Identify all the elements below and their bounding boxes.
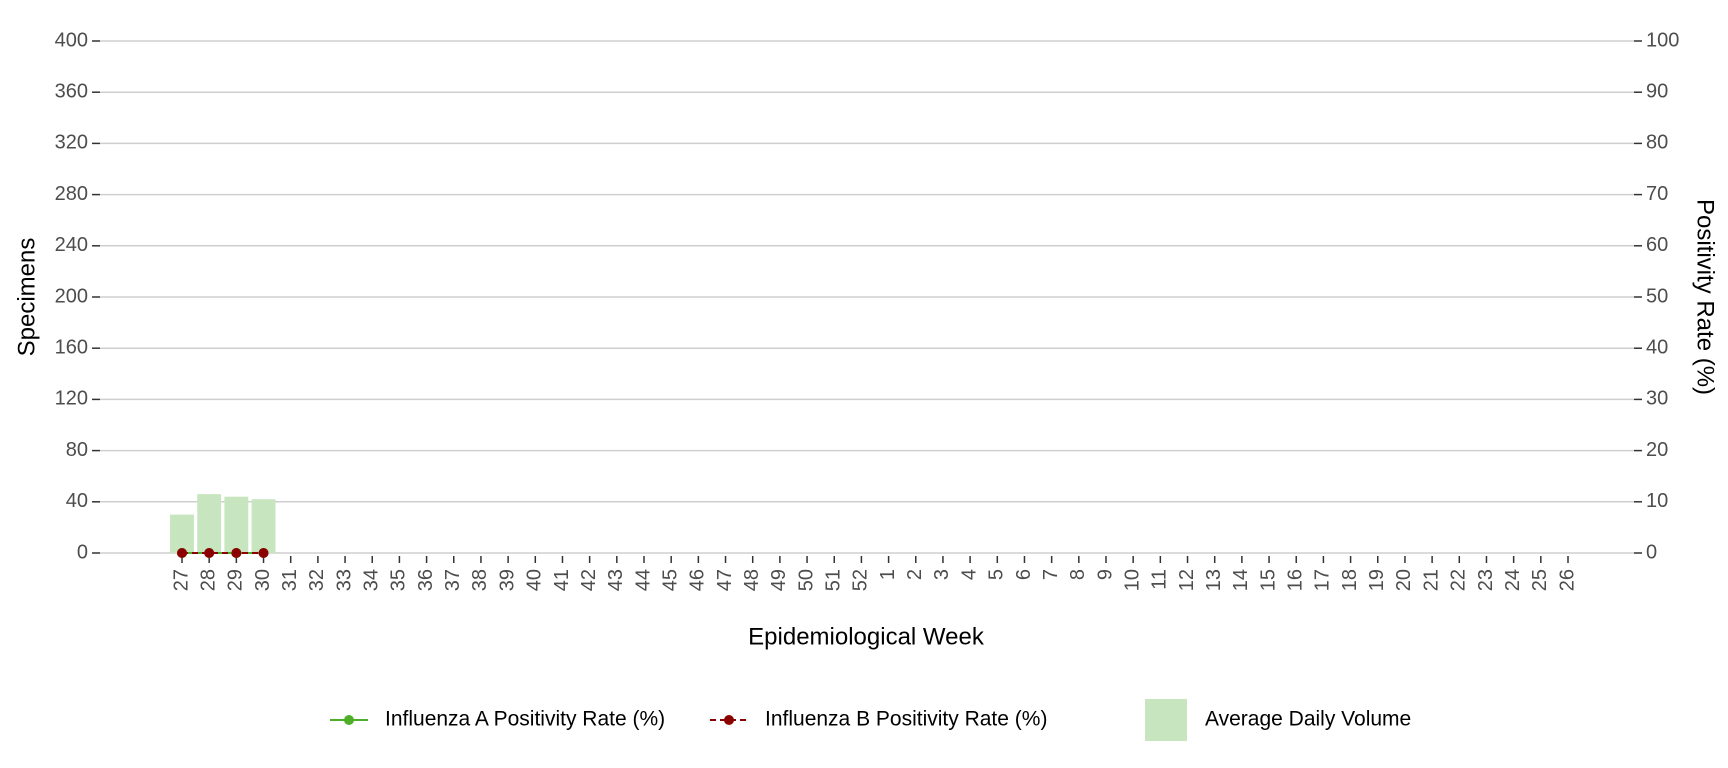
- x-tick-label: 52: [850, 569, 872, 591]
- y-tick-label: 160: [55, 336, 88, 358]
- x-tick-label: 41: [551, 569, 573, 591]
- x-tick-label: 25: [1529, 569, 1551, 591]
- x-tick-label: 14: [1230, 569, 1252, 591]
- x-tick-label: 4: [958, 569, 980, 580]
- x-tick-label: 24: [1502, 569, 1524, 591]
- x-tick-label: 7: [1040, 569, 1062, 580]
- x-tick-label: 50: [795, 569, 817, 591]
- y2-tick-label: 80: [1646, 132, 1668, 154]
- x-tick-label: 45: [659, 569, 681, 591]
- x-tick-label: 36: [415, 569, 437, 591]
- y-tick-label: 40: [66, 490, 88, 512]
- legend-marker: [724, 715, 734, 725]
- x-tick-label: 5: [986, 569, 1008, 580]
- legend-swatch: [1145, 699, 1187, 741]
- x-tick-label: 6: [1013, 569, 1035, 580]
- x-tick-label: 16: [1285, 569, 1307, 591]
- y-tick-label: 360: [55, 80, 88, 102]
- y2-tick-label: 70: [1646, 183, 1668, 205]
- x-tick-label: 8: [1067, 569, 1089, 580]
- x-tick-label: 34: [361, 569, 383, 591]
- legend-label: Average Daily Volume: [1205, 708, 1411, 731]
- x-tick-label: 17: [1312, 569, 1334, 591]
- x-tick-label: 23: [1475, 569, 1497, 591]
- y-tick-label: 120: [55, 388, 88, 410]
- x-tick-label: 21: [1420, 569, 1442, 591]
- bar: [251, 499, 276, 553]
- y-tick-label: 280: [55, 183, 88, 205]
- point: [177, 548, 187, 558]
- x-tick-label: 51: [823, 569, 845, 591]
- x-tick-label: 43: [605, 569, 627, 591]
- x-tick-label: 11: [1149, 569, 1171, 590]
- x-tick-label: 44: [632, 569, 654, 591]
- y2-tick-label: 0: [1646, 541, 1657, 563]
- x-tick-label: 30: [252, 569, 274, 591]
- x-tick-label: 15: [1257, 569, 1279, 591]
- y2-tick-label: 20: [1646, 439, 1668, 461]
- x-tick-label: 9: [1094, 569, 1116, 580]
- x-tick-label: 29: [225, 569, 247, 591]
- x-tick-label: 40: [524, 569, 546, 591]
- x-tick-label: 35: [388, 569, 410, 591]
- x-axis-title: Epidemiological Week: [748, 623, 985, 650]
- x-tick-label: 32: [306, 569, 328, 591]
- x-tick-label: 1: [877, 569, 899, 580]
- y-axis-title: Specimens: [13, 238, 40, 357]
- x-tick-label: 27: [170, 569, 192, 591]
- x-tick-label: 33: [333, 569, 355, 591]
- bar: [224, 496, 249, 553]
- x-tick-label: 37: [442, 569, 464, 591]
- y-tick-label: 240: [55, 234, 88, 256]
- x-tick-label: 38: [469, 569, 491, 591]
- x-tick-label: 13: [1203, 569, 1225, 591]
- x-tick-label: 42: [578, 569, 600, 591]
- y2-tick-label: 40: [1646, 336, 1668, 358]
- y-tick-label: 320: [55, 132, 88, 154]
- y-tick-label: 0: [77, 541, 88, 563]
- x-tick-label: 26: [1556, 569, 1578, 591]
- y2-tick-label: 10: [1646, 490, 1668, 512]
- y-tick-label: 80: [66, 439, 88, 461]
- bar: [197, 494, 222, 553]
- x-tick-label: 2: [904, 569, 926, 580]
- legend-marker: [344, 715, 354, 725]
- y-tick-label: 400: [55, 29, 88, 51]
- point: [231, 548, 242, 558]
- x-tick-label: 46: [687, 569, 709, 591]
- y-tick-label: 200: [55, 285, 88, 307]
- legend-label: Influenza A Positivity Rate (%): [385, 708, 665, 731]
- y2-axis-title: Positivity Rate (%): [1692, 199, 1719, 395]
- x-tick-label: 20: [1393, 569, 1415, 591]
- y2-tick-label: 90: [1646, 80, 1668, 102]
- y2-tick-label: 60: [1646, 234, 1668, 256]
- x-tick-label: 31: [279, 569, 301, 591]
- bar: [170, 514, 194, 553]
- x-tick-label: 18: [1339, 569, 1361, 591]
- x-tick-label: 19: [1366, 569, 1388, 591]
- x-tick-label: 47: [714, 569, 736, 591]
- x-tick-label: 3: [931, 569, 953, 580]
- x-tick-label: 48: [741, 569, 763, 591]
- y2-tick-label: 30: [1646, 388, 1668, 410]
- point: [258, 548, 269, 558]
- x-tick-label: 39: [496, 569, 518, 591]
- y2-tick-label: 50: [1646, 285, 1668, 307]
- point: [204, 548, 215, 558]
- legend-label: Influenza B Positivity Rate (%): [765, 708, 1047, 731]
- x-tick-label: 22: [1448, 569, 1470, 591]
- x-tick-label: 49: [768, 569, 790, 591]
- x-tick-label: 10: [1121, 569, 1143, 591]
- y2-tick-label: 100: [1646, 29, 1679, 51]
- x-tick-label: 28: [197, 569, 219, 591]
- x-tick-label: 12: [1176, 569, 1198, 591]
